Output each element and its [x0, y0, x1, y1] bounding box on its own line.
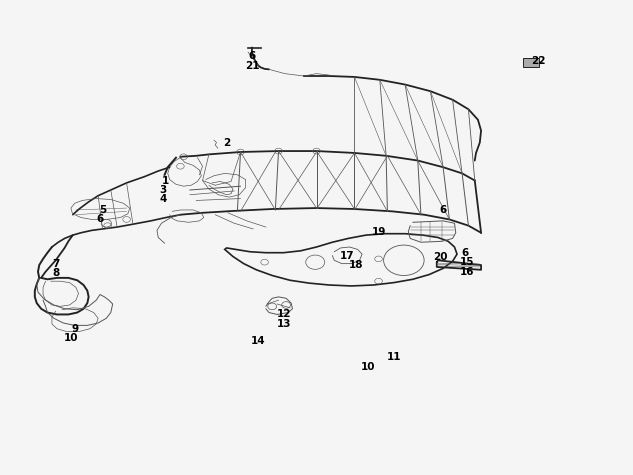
Text: 1: 1 — [162, 176, 170, 187]
Text: 6: 6 — [461, 247, 469, 258]
Text: 3: 3 — [160, 185, 167, 195]
Text: 2: 2 — [223, 137, 230, 148]
Text: 22: 22 — [531, 56, 545, 66]
Text: 4: 4 — [160, 193, 167, 204]
Text: 6: 6 — [439, 205, 447, 215]
Text: 10: 10 — [361, 361, 375, 372]
Text: 18: 18 — [349, 260, 363, 270]
Text: 6: 6 — [96, 214, 104, 225]
Text: 5: 5 — [99, 205, 106, 215]
Text: 19: 19 — [372, 227, 385, 237]
Text: 20: 20 — [433, 252, 447, 263]
Text: 17: 17 — [339, 250, 354, 261]
Text: 13: 13 — [277, 319, 291, 329]
Text: 15: 15 — [460, 257, 474, 267]
Text: 9: 9 — [71, 323, 78, 334]
FancyBboxPatch shape — [523, 58, 539, 67]
Text: 10: 10 — [64, 333, 78, 343]
Text: 21: 21 — [245, 60, 259, 71]
Text: 14: 14 — [251, 336, 266, 346]
Text: 8: 8 — [52, 268, 60, 278]
Text: 16: 16 — [460, 266, 474, 277]
Text: 12: 12 — [277, 309, 291, 320]
Text: 6: 6 — [248, 51, 256, 61]
Text: 11: 11 — [387, 352, 401, 362]
Text: 7: 7 — [52, 258, 60, 269]
